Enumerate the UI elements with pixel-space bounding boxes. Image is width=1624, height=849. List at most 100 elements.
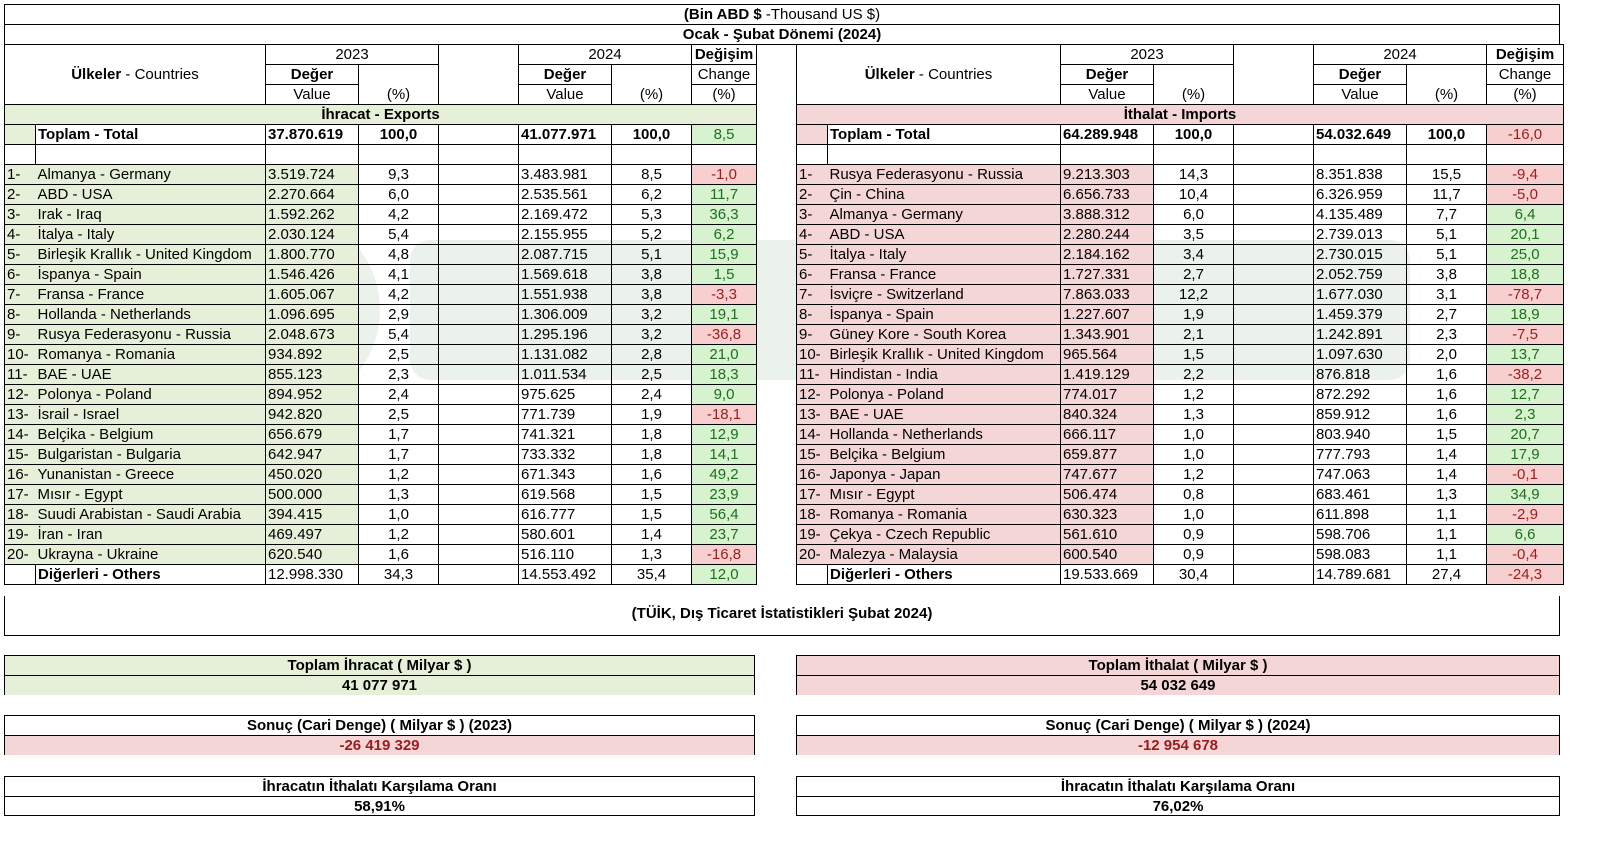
value-2024: 747.063 [1313,464,1407,485]
rank-cell: 15- [796,444,828,465]
blank-cell [1233,84,1314,105]
pct-2023: 1,0 [1153,504,1234,525]
countries-bold: Ülkeler [71,66,122,83]
change-pct: -78,7 [1486,284,1564,305]
year-2023-header: 2023 [265,44,439,65]
table-row: 11- BAE - UAE 855.123 2,3 1.011.534 2,5 18,3 [4,364,757,385]
blank-cell [827,144,1061,165]
pct-2023: 0,9 [1153,544,1234,565]
rank-cell: 13- [4,404,36,425]
change-pct: 13,7 [1486,344,1564,365]
table-row: 7- Fransa - France 1.605.067 4,2 1.551.938 3,… [4,284,757,305]
rank-cell: 14- [4,424,36,445]
pct-2023: 3,4 [1153,244,1234,265]
table-row: 12- Polonya - Poland 774.017 1,2 872.292 1,6 1… [796,384,1564,405]
spacer-row [4,144,757,165]
country-name: Almanya - Germany [827,204,1061,225]
rank-cell: 2- [4,184,36,205]
value-2023: 965.564 [1060,344,1154,365]
pct-2023: 9,3 [358,164,439,185]
rank-cell: 11- [796,364,828,385]
value-2024: 54.032.649 [1313,124,1407,145]
rank-cell: 17- [796,484,828,505]
rank-cell: 19- [796,524,828,545]
blank-cell [1233,64,1314,85]
value-2024: 975.625 [518,384,612,405]
pct-2024: 1,3 [1406,484,1487,505]
blank-cell [438,224,519,245]
country-name: Toplam - Total [35,124,266,145]
unit-header: (Bin ABD $ -Thousand US $) [4,4,1560,25]
table-row: 4- İtalya - Italy 2.030.124 5,4 2.155.955 5,2… [4,224,757,245]
value-2024: 4.135.489 [1313,204,1407,225]
change-pct: -38,2 [1486,364,1564,385]
blank-cell [438,564,519,585]
table-row: 1- Rusya Federasyonu - Russia 9.213.303 14,… [796,164,1564,185]
blank-cell [1233,364,1314,385]
value-2024: 2.087.715 [518,244,612,265]
blank-cell [438,124,519,145]
pct-2023: 2,4 [358,384,439,405]
table-row: 6- İspanya - Spain 1.546.426 4,1 1.569.618 3,… [4,264,757,285]
year-2024-header: 2024 [1313,44,1487,65]
value-2024: 876.818 [1313,364,1407,385]
change-pct: 20,7 [1486,424,1564,445]
pct-2023: 14,3 [1153,164,1234,185]
pct-2023: 4,8 [358,244,439,265]
rank-cell: 3- [4,204,36,225]
blank-cell [438,424,519,445]
value-2024: 803.940 [1313,424,1407,445]
pct-2024: 2,8 [611,344,692,365]
blank-cell [1233,384,1314,405]
value-2023: 600.540 [1060,544,1154,565]
blank-cell [438,404,519,425]
total-exports-box: Toplam İhracat ( Milyar $ ) 41 077 971 [4,655,755,695]
country-name: Polonya - Poland [827,384,1061,405]
balance-2023-value: -26 419 329 [5,735,754,755]
table-row: 9- Rusya Federasyonu - Russia 2.048.673 5,4… [4,324,757,345]
country-name: İtalya - Italy [827,244,1061,265]
value-2023: 642.947 [265,444,359,465]
value-2023: 1.343.901 [1060,324,1154,345]
country-name: İsrail - Israel [35,404,266,425]
others-row: Diğerleri - Others 12.998.330 34,3 14.553.4… [4,564,757,585]
blank-cell [438,344,519,365]
country-name: Romanya - Romania [35,344,266,365]
rank-cell: 20- [796,544,828,565]
pct-2024: 2,0 [1406,344,1487,365]
pct-2023: 2,2 [1153,364,1234,385]
pct-2024: 2,5 [611,364,692,385]
table-row: 5- İtalya - Italy 2.184.162 3,4 2.730.015 5,1… [796,244,1564,265]
country-name: Hollanda - Netherlands [35,304,266,325]
change-pct: 15,9 [691,244,757,265]
pct-2024: 3,8 [611,284,692,305]
exports-section-label: İhracat - Exports [4,104,757,125]
pct-2024: 3,2 [611,304,692,325]
rank-cell: 9- [796,324,828,345]
blank-cell [1233,524,1314,545]
value-2023: 2.184.162 [1060,244,1154,265]
deger-header: Değer [1060,64,1154,85]
table-row: 9- Güney Kore - South Korea 1.343.901 2,1 1.… [796,324,1564,345]
country-name: BAE - UAE [35,364,266,385]
country-name: Mısır - Egypt [827,484,1061,505]
change-pct: -3,3 [691,284,757,305]
countries-header: Ülkeler - Countries [796,44,1061,105]
value-2024: 1.569.618 [518,264,612,285]
value-2023: 659.877 [1060,444,1154,465]
table-row: 17- Mısır - Egypt 500.000 1,3 619.568 1,5 23,9 [4,484,757,505]
change-pct: -16,0 [1486,124,1564,145]
change-pct: -36,8 [691,324,757,345]
balance-2024-label: Sonuç (Cari Denge) ( Milyar $ ) (2024) [1045,717,1311,734]
pct-header: (%) [358,84,439,105]
blank-cell [1233,324,1314,345]
blank-cell [438,264,519,285]
value-2023: 1.419.129 [1060,364,1154,385]
pct-2023: 5,4 [358,324,439,345]
pct-2024: 1,8 [611,424,692,445]
pct-2024: 6,2 [611,184,692,205]
change-pct: -7,5 [1486,324,1564,345]
rank-cell: 2- [796,184,828,205]
change-header-en: Change [1486,64,1564,85]
table-row: 3- Irak - Iraq 1.592.262 4,2 2.169.472 5,3 36,… [4,204,757,225]
